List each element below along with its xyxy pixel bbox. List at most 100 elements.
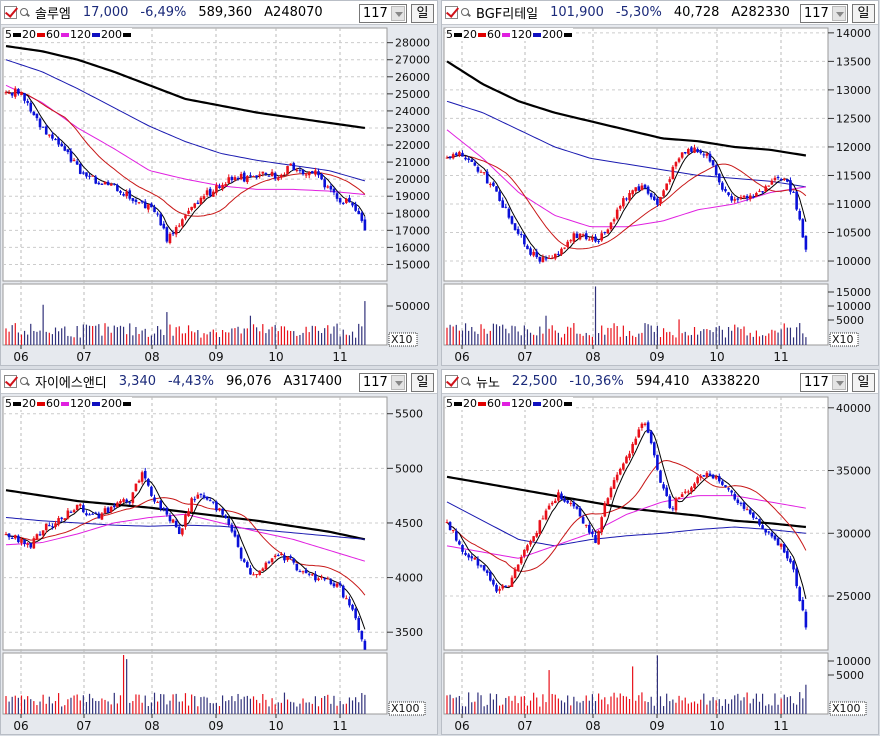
price-chart[interactable]: 06 07 08 09 10 11 5500 5000 4500 4000 3500 X100 [1, 370, 439, 736]
candle [298, 571, 302, 573]
y-tick-label: 12500 [836, 112, 871, 125]
period-select[interactable]: 117 [800, 4, 848, 23]
daily-button[interactable]: 일 [852, 373, 875, 392]
legend-swatch [564, 32, 572, 37]
candle [597, 530, 600, 545]
chevron-down-icon[interactable] [832, 6, 846, 21]
candle [470, 159, 474, 162]
stock-name[interactable]: 솔루엠 [35, 7, 71, 22]
candle [448, 156, 452, 158]
stock-name[interactable]: 뉴노 [476, 376, 500, 391]
candle [276, 178, 280, 180]
checkbox-icon[interactable] [445, 375, 458, 388]
candle [547, 505, 551, 510]
candle [594, 535, 597, 543]
candle [795, 568, 798, 587]
candle [335, 193, 339, 199]
candle [357, 617, 361, 631]
legend-swatch [61, 32, 69, 37]
candle [230, 176, 234, 181]
candle [687, 149, 690, 154]
trade-volume: 40,728 [673, 5, 720, 20]
price-chart[interactable]: 06 07 08 09 10 11 14000 13500 13000 12500 12000 115… [442, 1, 880, 367]
checkbox-icon[interactable] [445, 6, 458, 19]
candle [736, 499, 740, 503]
candle [563, 247, 566, 249]
candle [258, 174, 262, 177]
candle [782, 178, 786, 180]
candle [482, 172, 486, 174]
y-tick-label: 13500 [836, 55, 871, 68]
candle [233, 530, 237, 537]
ma60-line [446, 495, 806, 559]
candle [795, 191, 798, 210]
candle [606, 498, 610, 505]
candle [510, 216, 514, 224]
y-tick-label: 10000 [836, 255, 871, 268]
candle [553, 500, 557, 503]
candle [507, 585, 511, 587]
candle [106, 507, 110, 513]
stock-name[interactable]: BGF리테일 [476, 7, 539, 22]
legend-swatch [123, 32, 131, 37]
search-icon[interactable] [20, 376, 30, 387]
candle [32, 111, 36, 116]
candle [656, 454, 659, 470]
candle [721, 182, 724, 190]
candle [246, 176, 249, 183]
candle [615, 209, 619, 219]
candle [32, 538, 36, 549]
search-icon[interactable] [461, 376, 471, 387]
candle [320, 174, 323, 180]
candle [569, 240, 573, 242]
checkbox-icon[interactable] [4, 375, 17, 388]
candle [94, 176, 98, 184]
period-select[interactable]: 117 [800, 373, 848, 392]
candle [532, 536, 535, 541]
y-tick-label: 21000 [395, 156, 430, 169]
chevron-down-icon[interactable] [391, 6, 405, 21]
candle [326, 186, 330, 188]
legend-swatch [92, 401, 100, 406]
checkbox-icon[interactable] [4, 6, 17, 19]
candle [304, 570, 308, 574]
stock-name[interactable]: 자이에스앤디 [35, 376, 107, 391]
candle [351, 604, 354, 610]
candle [137, 480, 141, 483]
candle [10, 93, 14, 96]
ma200-line [446, 60, 807, 157]
candle [345, 598, 348, 600]
ma5-line [5, 91, 366, 234]
daily-button[interactable]: 일 [411, 4, 434, 23]
period-select[interactable]: 117 [359, 4, 407, 23]
candle [683, 152, 687, 154]
month-label: 09 [649, 719, 664, 733]
y-tick-label: 25000 [836, 590, 871, 603]
candle [246, 562, 249, 568]
ma20-line [446, 460, 807, 572]
candle [162, 223, 166, 229]
search-icon[interactable] [20, 7, 30, 18]
daily-button[interactable]: 일 [852, 4, 875, 23]
candle [348, 197, 351, 203]
price-chart[interactable]: 06 07 08 09 10 11 28000 27000 26000 25000 24000 230… [1, 1, 439, 367]
candle [721, 481, 724, 485]
legend-label: 200 [101, 397, 122, 410]
daily-button[interactable]: 일 [411, 373, 434, 392]
chevron-down-icon[interactable] [391, 375, 405, 390]
candle [162, 508, 166, 510]
candle [671, 508, 675, 510]
ma5-line [446, 429, 807, 599]
current-price: 3,340 [118, 374, 156, 389]
ma20-line [5, 497, 366, 596]
candle [532, 251, 535, 256]
price-chart[interactable]: 06 07 08 09 10 11 40000 35000 30000 25000 10000500… [442, 370, 880, 736]
search-icon[interactable] [461, 7, 471, 18]
chevron-down-icon[interactable] [832, 375, 846, 390]
candle [140, 200, 144, 203]
candle [696, 149, 699, 153]
candle [529, 540, 532, 545]
candle [708, 153, 712, 162]
price-plot-area [2, 27, 388, 282]
period-select[interactable]: 117 [359, 373, 407, 392]
